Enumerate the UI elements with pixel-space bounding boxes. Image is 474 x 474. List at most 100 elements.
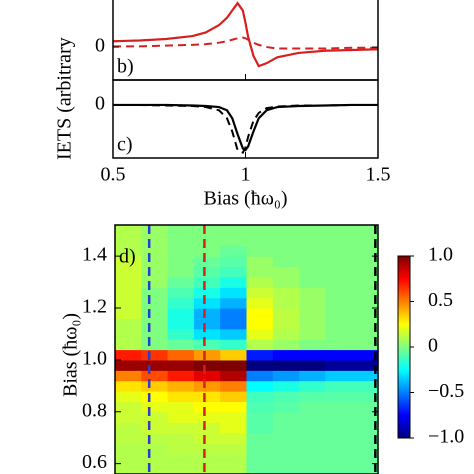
heatmap-cell bbox=[325, 442, 353, 454]
heatmap-cell bbox=[299, 380, 326, 392]
x-tick-label: 1.5 bbox=[366, 164, 391, 186]
heatmap-cell bbox=[325, 256, 353, 268]
y-axis-label: Bias (ħω₀) bbox=[60, 313, 82, 397]
heatmap-cell bbox=[351, 225, 379, 236]
heatmap-cell bbox=[272, 442, 300, 454]
heatmap-cell bbox=[193, 297, 221, 309]
heatmap-cell bbox=[351, 276, 379, 288]
heatmap-cell bbox=[351, 339, 379, 351]
heatmap-cell bbox=[193, 308, 221, 319]
heatmap-cell bbox=[246, 287, 274, 299]
heatmap-cell bbox=[299, 453, 326, 465]
heatmap-cell bbox=[325, 339, 353, 351]
heatmap-cell bbox=[141, 453, 169, 465]
heatmap-cell bbox=[141, 380, 169, 392]
heatmap-cell bbox=[246, 401, 274, 413]
heatmap-cell bbox=[272, 432, 300, 444]
heatmap-cell bbox=[299, 339, 326, 351]
heatmap-cell bbox=[115, 328, 142, 340]
heatmap-cell bbox=[167, 380, 195, 392]
heatmap-cell bbox=[115, 422, 142, 434]
heatmap-cell bbox=[167, 256, 195, 268]
heatmap-cell bbox=[167, 225, 195, 236]
heatmap-cell bbox=[167, 391, 195, 402]
heatmap-cell bbox=[167, 287, 195, 299]
heatmap-cell bbox=[115, 276, 142, 288]
heatmap-cell bbox=[193, 453, 221, 465]
heatmap-cell bbox=[299, 225, 326, 236]
heatmap-cell bbox=[167, 339, 195, 351]
heatmap-cell bbox=[193, 370, 221, 382]
heatmap-cell bbox=[272, 401, 300, 413]
heatmap-cell bbox=[272, 245, 300, 257]
heatmap-cell bbox=[115, 245, 142, 257]
heatmap-cell bbox=[299, 318, 326, 330]
heatmap-cell bbox=[220, 245, 248, 257]
heatmap-cell bbox=[167, 432, 195, 444]
heatmap-cell bbox=[272, 276, 300, 288]
heatmap-cell bbox=[115, 287, 142, 299]
heatmap-cell bbox=[141, 432, 169, 444]
heatmap-cell bbox=[115, 225, 142, 236]
heatmap-cell bbox=[351, 442, 379, 454]
x-tick-label: 0.5 bbox=[101, 164, 126, 186]
heatmap-cell bbox=[351, 287, 379, 299]
y-tick-label: 0 bbox=[95, 93, 105, 115]
heatmap-cell bbox=[167, 297, 195, 309]
heatmap-cell bbox=[272, 380, 300, 392]
heatmap-cell bbox=[193, 411, 221, 423]
heatmap-cell bbox=[167, 422, 195, 434]
heatmap-cell bbox=[351, 245, 379, 257]
heatmap-cell bbox=[220, 432, 248, 444]
heatmap-cell bbox=[167, 463, 195, 474]
panel-label: c) bbox=[117, 134, 133, 156]
heatmap-cell bbox=[141, 401, 169, 413]
heatmap-cell bbox=[193, 463, 221, 474]
heatmap-cell bbox=[220, 422, 248, 434]
heatmap-cell bbox=[220, 235, 248, 247]
heatmap-cell bbox=[193, 422, 221, 434]
heatmap-cell bbox=[115, 297, 142, 309]
heatmap-cell bbox=[115, 308, 142, 319]
heatmap-cell bbox=[141, 225, 169, 236]
heatmap-cell bbox=[299, 328, 326, 340]
heatmap-cell bbox=[193, 318, 221, 330]
heatmap-cell bbox=[193, 391, 221, 402]
heatmap-cell bbox=[325, 359, 353, 371]
heatmap-cell bbox=[351, 256, 379, 268]
heatmap-cell bbox=[115, 339, 142, 351]
heatmap-cell bbox=[167, 370, 195, 382]
heatmap-cell bbox=[272, 256, 300, 268]
heatmap-cell bbox=[299, 442, 326, 454]
heatmap-cell bbox=[351, 463, 379, 474]
heatmap-cell bbox=[220, 256, 248, 268]
heatmap-cell bbox=[246, 380, 274, 392]
heatmap-cell bbox=[299, 422, 326, 434]
colorbar-tick-label: 1.0 bbox=[428, 244, 453, 266]
heatmap-cell bbox=[272, 235, 300, 247]
colorbar-tick-label: 0 bbox=[428, 335, 438, 357]
heatmap-cell bbox=[193, 328, 221, 340]
heatmap-cell bbox=[325, 225, 353, 236]
heatmap-cell bbox=[193, 380, 221, 392]
heatmap-cell bbox=[272, 422, 300, 434]
heatmap-cell bbox=[272, 339, 300, 351]
heatmap-cell bbox=[220, 359, 248, 371]
heatmap-cell bbox=[246, 359, 274, 371]
heatmap-cell bbox=[220, 328, 248, 340]
heatmap-cell bbox=[115, 370, 142, 382]
heatmap-cell bbox=[325, 349, 353, 361]
heatmap-cell bbox=[141, 235, 169, 247]
heatmap-cell bbox=[299, 463, 326, 474]
heatmap-cell bbox=[272, 453, 300, 465]
heatmap-cell bbox=[325, 463, 353, 474]
heatmap-cell bbox=[141, 442, 169, 454]
heatmap-cell bbox=[299, 297, 326, 309]
heatmap-cell bbox=[325, 391, 353, 402]
y-tick-label: 0 bbox=[95, 35, 105, 57]
heatmap-cell bbox=[220, 287, 248, 299]
colorbar bbox=[397, 255, 411, 439]
heatmap-cell bbox=[299, 370, 326, 382]
heatmap-cell bbox=[141, 463, 169, 474]
heatmap-cell bbox=[167, 318, 195, 330]
